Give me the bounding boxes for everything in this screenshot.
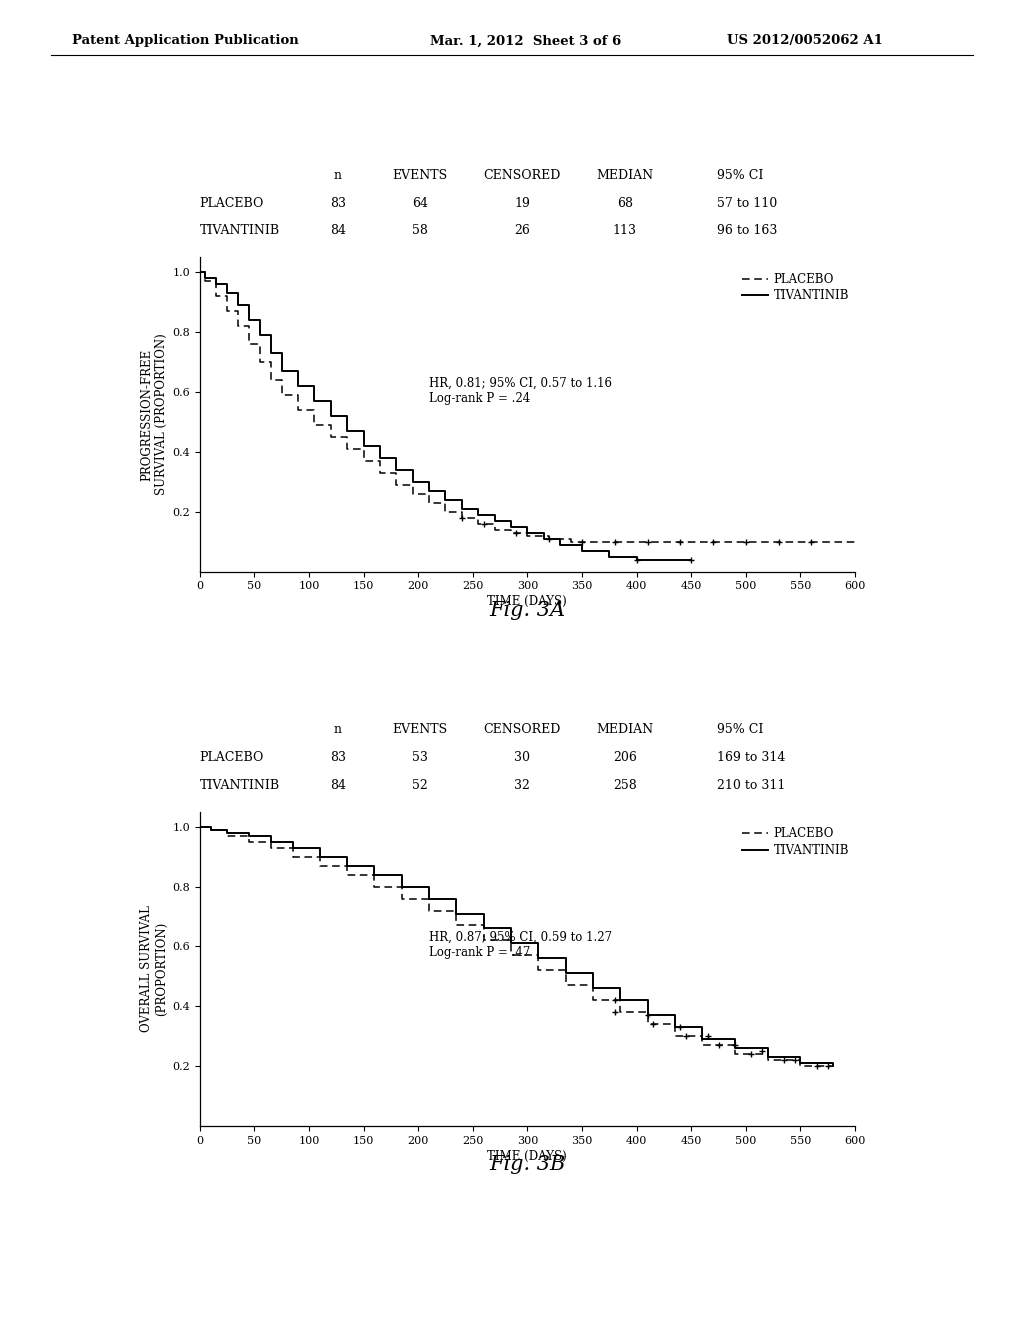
Text: 52: 52 [412,779,428,792]
Text: EVENTS: EVENTS [392,723,447,737]
Text: 57 to 110: 57 to 110 [717,197,777,210]
Text: PLACEBO: PLACEBO [200,751,264,764]
Text: MEDIAN: MEDIAN [596,723,653,737]
Text: 84: 84 [330,779,346,792]
Text: 19: 19 [514,197,530,210]
Text: 53: 53 [412,751,428,764]
Text: Fig. 3B: Fig. 3B [489,1155,565,1173]
Text: 258: 258 [612,779,637,792]
Text: Mar. 1, 2012  Sheet 3 of 6: Mar. 1, 2012 Sheet 3 of 6 [430,34,622,48]
Text: Fig. 3A: Fig. 3A [489,601,565,619]
Text: 96 to 163: 96 to 163 [717,224,777,238]
Text: 113: 113 [612,224,637,238]
Text: CENSORED: CENSORED [483,723,561,737]
Legend: PLACEBO, TIVANTINIB: PLACEBO, TIVANTINIB [741,273,849,302]
Text: EVENTS: EVENTS [392,169,447,182]
Text: 206: 206 [612,751,637,764]
Text: US 2012/0052062 A1: US 2012/0052062 A1 [727,34,883,48]
Text: Patent Application Publication: Patent Application Publication [72,34,298,48]
Text: 30: 30 [514,751,530,764]
Text: HR, 0.87; 95% CI, 0.59 to 1.27
Log-rank P = .47: HR, 0.87; 95% CI, 0.59 to 1.27 Log-rank … [429,931,612,960]
Text: CENSORED: CENSORED [483,169,561,182]
Text: 64: 64 [412,197,428,210]
Text: n: n [334,723,342,737]
Text: 95% CI: 95% CI [717,723,763,737]
Text: PLACEBO: PLACEBO [200,197,264,210]
Text: 169 to 314: 169 to 314 [717,751,785,764]
X-axis label: TIME (DAYS): TIME (DAYS) [487,595,567,609]
Text: 26: 26 [514,224,530,238]
X-axis label: TIME (DAYS): TIME (DAYS) [487,1150,567,1163]
Text: 84: 84 [330,224,346,238]
Text: 58: 58 [412,224,428,238]
Text: 95% CI: 95% CI [717,169,763,182]
Text: 83: 83 [330,197,346,210]
Text: 83: 83 [330,751,346,764]
Legend: PLACEBO, TIVANTINIB: PLACEBO, TIVANTINIB [741,828,849,857]
Text: n: n [334,169,342,182]
Text: TIVANTINIB: TIVANTINIB [200,779,280,792]
Text: TIVANTINIB: TIVANTINIB [200,224,280,238]
Text: 68: 68 [616,197,633,210]
Text: 210 to 311: 210 to 311 [717,779,785,792]
Text: HR, 0.81; 95% CI, 0.57 to 1.16
Log-rank P = .24: HR, 0.81; 95% CI, 0.57 to 1.16 Log-rank … [429,376,612,405]
Text: 32: 32 [514,779,530,792]
Y-axis label: OVERALL SURVIVAL
(PROPORTION): OVERALL SURVIVAL (PROPORTION) [140,906,168,1032]
Y-axis label: PROGRESSION-FREE
SURVIVAL (PROPORTION): PROGRESSION-FREE SURVIVAL (PROPORTION) [140,334,168,495]
Text: MEDIAN: MEDIAN [596,169,653,182]
